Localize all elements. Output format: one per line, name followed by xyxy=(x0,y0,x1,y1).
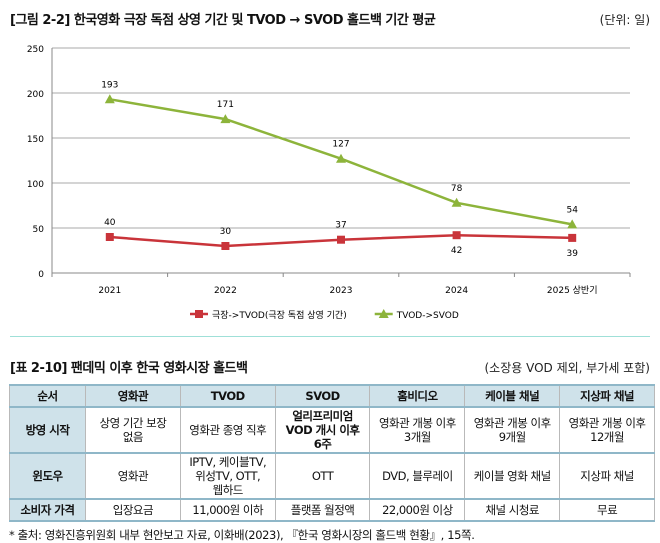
table-cell: OTT xyxy=(274,452,371,500)
table-cell: IPTV, 케이블TV, 위성TV, OTT, 웹하드 xyxy=(179,452,276,500)
data-label: 37 xyxy=(335,221,346,231)
table-cell: 영화관 개봉 이후 9개월 xyxy=(464,406,561,454)
data-label: 40 xyxy=(104,218,116,228)
line-chart: 0 50 100 150 200 250 2021 2022 2023 2024 2025 상반기 4… xyxy=(27,45,631,321)
row-header: 방영 시작 xyxy=(9,406,86,454)
table-cell: 지상파 채널 xyxy=(559,452,655,500)
data-point xyxy=(337,235,345,244)
table-cell: 얼리프리미엄 VOD 개시 이후 6주 xyxy=(274,406,371,454)
table-cell: 입장요금 xyxy=(85,498,181,522)
table-cell: 무료 xyxy=(559,498,655,522)
data-label: 127 xyxy=(332,140,349,150)
table-cell: DVD, 블루레이 xyxy=(369,452,466,500)
y-tick-label: 0 xyxy=(38,270,44,280)
table-cell: 상영 기간 보장 없음 xyxy=(85,406,181,454)
data-label: 39 xyxy=(566,249,578,259)
data-point xyxy=(452,231,461,240)
y-tick-label: 50 xyxy=(33,225,45,235)
data-point xyxy=(451,197,462,207)
legend-label: 극장->TVOD(극장 독점 상영 기간) xyxy=(212,309,347,321)
data-point xyxy=(221,242,230,250)
header-cell: SVOD xyxy=(274,384,371,408)
figure-header: [그림 2-2] 한국영화 극장 독점 상영 기간 및 TVOD → SVOD … xyxy=(10,9,650,28)
data-label: 42 xyxy=(451,246,462,256)
data-point xyxy=(567,219,578,229)
header-cell: TVOD xyxy=(179,384,276,408)
table-cell: 영화관 xyxy=(85,452,181,500)
legend-label: TVOD->SVOD xyxy=(396,311,459,321)
y-tick-label: 200 xyxy=(27,90,44,100)
table-note: (소장용 VOD 제외, 부가세 포함) xyxy=(484,361,650,375)
table-section: 순서 영화관 TVOD SVOD 홈비디오 케이블 채널 지상파 채널 방영 시… xyxy=(9,384,655,543)
x-tick-label: 2022 xyxy=(214,286,237,296)
data-point xyxy=(568,233,577,242)
x-tick-label: 2023 xyxy=(330,286,353,296)
holdback-table: 순서 영화관 TVOD SVOD 홈비디오 케이블 채널 지상파 채널 방영 시… xyxy=(9,384,655,522)
divider xyxy=(10,336,650,337)
data-point xyxy=(104,94,115,104)
header-cell: 순서 xyxy=(9,384,86,408)
table-cell: 영화관 개봉 이후 12개월 xyxy=(559,406,655,454)
unit-label: (단위: 일) xyxy=(599,13,650,27)
data-point xyxy=(336,153,346,163)
data-point xyxy=(220,114,231,124)
table-cell: 영화관 종영 직후 xyxy=(179,406,276,454)
row-header: 윈도우 xyxy=(9,452,86,500)
table-cell: 케이블 영화 채널 xyxy=(464,452,561,500)
data-label: 78 xyxy=(451,184,463,194)
header-cell: 케이블 채널 xyxy=(464,384,561,408)
data-label: 193 xyxy=(101,80,118,90)
legend-marker xyxy=(378,309,389,318)
data-point xyxy=(105,233,114,241)
y-tick-label: 150 xyxy=(27,135,44,145)
table-cell: 22,000원 이상 xyxy=(369,498,466,522)
data-label: 54 xyxy=(566,205,578,215)
table-row: 윈도우 영화관 IPTV, 케이블TV, 위성TV, OTT, 웹하드 OTT … xyxy=(9,452,655,500)
header-cell: 지상파 채널 xyxy=(559,384,655,408)
header-cell: 영화관 xyxy=(85,384,181,408)
table-row: 소비자 가격 입장요금 11,000원 이하 플랫폼 월정액 22,000원 이… xyxy=(9,498,655,522)
figure-title: [그림 2-2] 한국영화 극장 독점 상영 기간 및 TVOD → SVOD … xyxy=(10,13,436,28)
table-cell: 영화관 개봉 이후 3개월 xyxy=(369,406,466,454)
data-label: 30 xyxy=(220,227,232,237)
x-tick-label: 2021 xyxy=(98,286,121,296)
header-cell: 홈비디오 xyxy=(369,384,466,408)
y-tick-label: 100 xyxy=(27,180,44,190)
source-note: * 출처: 영화진흥위원회 내부 현안보고 자료, 이화배(2023), 『한국… xyxy=(9,528,475,542)
x-tick-label: 2025 상반기 xyxy=(547,285,598,296)
table-cell: 11,000원 이하 xyxy=(179,498,276,522)
table-cell: 플랫폼 월정액 xyxy=(274,498,371,522)
table-row: 방영 시작 상영 기간 보장 없음 영화관 종영 직후 얼리프리미엄 VOD 개… xyxy=(9,406,655,454)
table-title: [표 2-10] 팬데믹 이후 한국 영화시장 홀드백 xyxy=(10,361,248,376)
data-label: 171 xyxy=(217,100,234,110)
y-tick-label: 250 xyxy=(27,45,44,55)
table-cell: 채널 시청료 xyxy=(464,498,561,522)
table-header: [표 2-10] 팬데믹 이후 한국 영화시장 홀드백 (소장용 VOD 제외,… xyxy=(10,357,650,376)
legend-marker xyxy=(195,310,203,318)
row-header: 소비자 가격 xyxy=(9,498,86,522)
x-tick-label: 2024 xyxy=(445,286,468,296)
